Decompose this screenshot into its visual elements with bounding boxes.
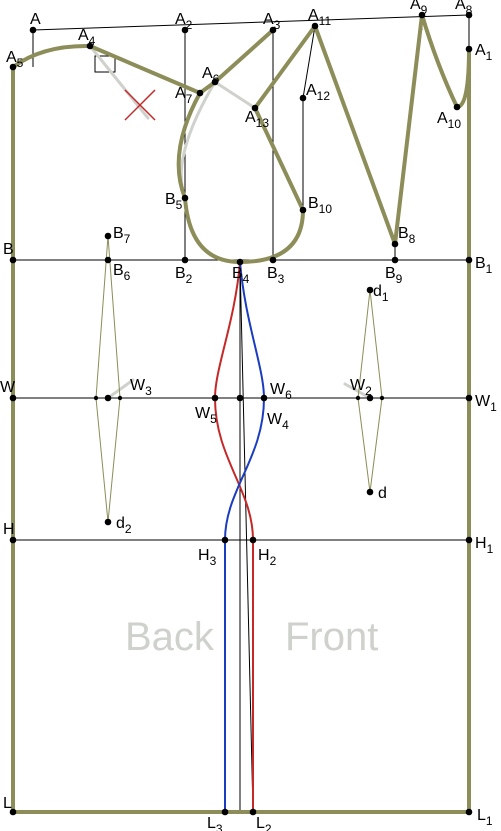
point-H1 [466,537,473,544]
point-W4 [237,395,244,402]
point-B3 [270,257,277,264]
label-A11: A11 [308,7,331,28]
point-B10 [300,207,307,214]
point-W3 [105,395,112,402]
label-B2: B2 [175,265,193,286]
point-L1 [466,809,473,816]
label-W1: W1 [475,393,497,414]
label-d: d [378,485,387,502]
label-W2: W2 [350,377,372,398]
point-L3 [222,809,229,816]
point-W6 [261,395,268,402]
label-B10: B10 [308,195,332,216]
label-B5: B5 [165,191,183,212]
point-W5 [212,395,219,402]
point-A10 [454,104,461,111]
label-B7: B7 [113,225,131,246]
point-B2 [182,257,189,264]
point-W1 [466,395,473,402]
label-H: H [3,521,15,538]
label-A10: A10 [437,110,461,131]
label-B: B [3,241,14,258]
back-label: Back [125,615,215,659]
label-L2: L2 [256,815,272,831]
label-H1: H1 [475,535,494,556]
label-A8: A8 [455,0,473,17]
label-W5: W5 [195,405,217,426]
label-W6: W6 [270,381,292,402]
front-label: Front [285,615,378,659]
point-B5 [182,195,189,202]
point-A1 [466,46,473,53]
point-A7 [197,90,204,97]
point-B6 [105,257,112,264]
point-B7 [105,233,112,240]
label-H3: H3 [198,547,217,568]
label-A1: A1 [475,42,493,63]
point-H2 [250,537,257,544]
label-d1: d1 [373,283,389,304]
label-L: L [3,795,12,812]
label-B9: B9 [385,265,403,286]
point-B1 [466,257,473,264]
label-W3: W3 [130,377,152,398]
label-B1: B1 [475,255,493,276]
label-W4: W4 [267,411,289,432]
pattern-diagram: BackFrontAA4A2A3A11A9A8A5A1A6A7A12A13A10… [0,0,501,831]
label-L1: L1 [477,807,493,828]
point-B9 [392,257,399,264]
point-d2 [105,519,112,526]
label-B3: B3 [267,265,285,286]
point-d [367,489,374,496]
label-L3: L3 [207,815,223,831]
label-A12: A12 [306,82,330,103]
label-d2: d2 [116,515,132,536]
label-H2: H2 [258,547,277,568]
label-W: W [0,379,16,396]
label-A: A [30,11,41,28]
label-B6: B6 [113,262,131,283]
label-B8: B8 [398,225,416,246]
point-H3 [222,537,229,544]
